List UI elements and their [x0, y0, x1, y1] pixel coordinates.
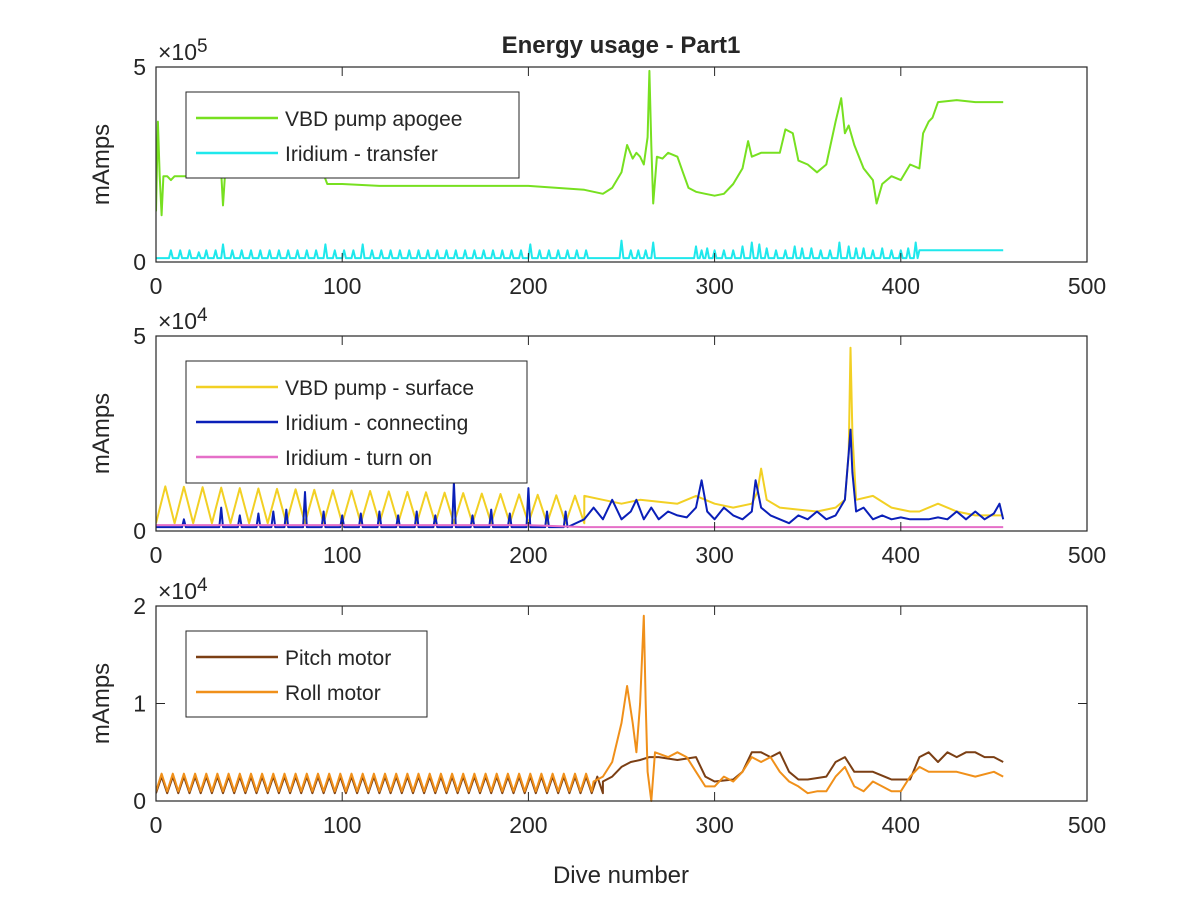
x-tick-label: 400	[882, 812, 920, 838]
y-axis-label: mAmps	[88, 663, 115, 744]
legend-box	[185, 91, 520, 179]
legend-entry: Iridium - transfer	[285, 143, 438, 166]
y-tick-label: 0	[133, 788, 146, 814]
legend-entry: Iridium - turn on	[285, 447, 432, 470]
x-tick-label: 400	[882, 542, 920, 568]
x-tick-label: 500	[1068, 273, 1106, 299]
y-tick-label: 5	[133, 54, 146, 80]
series-line-vbd-pump-surface	[156, 346, 1004, 525]
x-tick-label: 200	[509, 812, 547, 838]
y-axis-exponent-power: 4	[197, 305, 208, 326]
x-tick-label: 0	[150, 273, 163, 299]
x-tick-label: 200	[509, 273, 547, 299]
y-axis-exponent: ×104	[158, 575, 208, 604]
y-tick-label: 2	[133, 593, 146, 619]
x-tick-label: 0	[150, 812, 163, 838]
legend-entry: Iridium - connecting	[285, 412, 468, 435]
y-axis-exponent-power: 4	[197, 575, 208, 596]
y-axis-exponent: ×105	[158, 36, 208, 65]
series-group	[156, 346, 1005, 529]
series-line-iridium-turn-on	[156, 524, 1004, 529]
legend-entry: VBD pump - surface	[285, 377, 474, 400]
legend-entry: VBD pump apogee	[285, 108, 462, 131]
x-tick-label: 500	[1068, 542, 1106, 568]
y-axis-label: mAmps	[88, 124, 115, 205]
x-tick-label: 400	[882, 273, 920, 299]
x-axis-label: Dive number	[553, 862, 689, 889]
x-tick-label: 100	[323, 273, 361, 299]
legend-box	[185, 630, 428, 718]
x-tick-label: 200	[509, 542, 547, 568]
x-tick-label: 300	[695, 542, 733, 568]
panel-vbd-surface-iridium: 0 100 200 300 400 500 0 5 ×104 mAmps VBD pump - su…	[88, 305, 1106, 568]
x-tick-label: 100	[323, 812, 361, 838]
y-tick-label: 5	[133, 323, 146, 349]
x-tick-label: 300	[695, 273, 733, 299]
x-tick-label: 100	[323, 542, 361, 568]
series-line-roll-motor	[156, 614, 1004, 802]
x-tick-label: 0	[150, 542, 163, 568]
y-axis-label: mAmps	[88, 393, 115, 474]
y-axis-exponent: ×104	[158, 305, 208, 334]
x-tick-label: 300	[695, 812, 733, 838]
series-line-iridium-connecting	[156, 428, 1005, 529]
series-group	[156, 614, 1004, 802]
y-tick-label: 1	[133, 691, 146, 717]
y-tick-label: 0	[133, 249, 146, 275]
legend-entry: Roll motor	[285, 682, 381, 705]
x-tick-label: 500	[1068, 812, 1106, 838]
y-axis-exponent-power: 5	[197, 36, 208, 57]
figure-title: Energy usage - Part1	[502, 32, 741, 59]
y-tick-label: 0	[133, 518, 146, 544]
axes-box	[155, 66, 1088, 263]
panel-pitch-roll-motor: 0 100 200 300 400 500 0 1 2 ×104 mAmps Pitch motor R…	[88, 575, 1106, 838]
axes-box	[155, 335, 1088, 532]
legend-entry: Pitch motor	[285, 647, 391, 670]
